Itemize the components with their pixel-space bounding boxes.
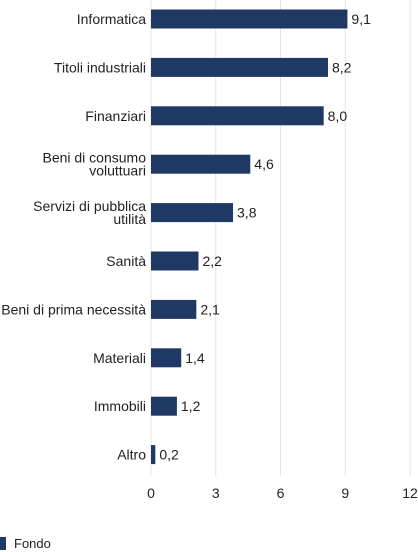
category-label-line: Materiali <box>93 350 146 366</box>
category-label-line: Finanziari <box>85 108 146 124</box>
value-label: 8,0 <box>328 108 348 124</box>
bar <box>151 9 348 29</box>
category-label: Beni di consumo voluttuari <box>42 150 146 179</box>
category-label: Beni di prima necessità <box>1 301 146 317</box>
category-label-line: Immobili <box>94 398 146 414</box>
category-label: Altro <box>117 447 146 463</box>
value-label: 9,1 <box>351 11 371 27</box>
legend-swatch <box>0 537 6 550</box>
bar <box>151 106 324 126</box>
value-label: 2,2 <box>202 253 222 269</box>
category-label-line: voluttuari <box>89 163 146 179</box>
value-labels: 9,1 8,2 8,0 4,6 3,8 2,2 2,1 1,4 1,2 0,2 <box>159 11 371 463</box>
bar <box>151 396 177 416</box>
category-label-line: Informatica <box>77 11 146 27</box>
category-label-line: Beni di consumo <box>42 150 146 166</box>
legend-label: Fondo <box>14 536 51 551</box>
bars <box>151 9 348 465</box>
bar <box>151 57 328 77</box>
category-labels: Informatica Titoli industriali Finanziari B… <box>1 11 146 463</box>
category-label: Titoli industriali <box>54 59 146 75</box>
bar-chart: Informatica Titoli industriali Finanziari B… <box>1 0 418 501</box>
bar <box>151 203 234 223</box>
bar <box>151 299 197 319</box>
category-label: Informatica <box>77 11 146 27</box>
value-label: 3,8 <box>237 205 257 221</box>
category-label: Materiali <box>93 350 146 366</box>
x-tick-label: 9 <box>341 485 349 501</box>
value-label: 2,1 <box>200 301 220 317</box>
bar <box>151 445 156 465</box>
category-label-line: Titoli industriali <box>54 59 146 75</box>
category-label: Sanità <box>106 253 146 269</box>
value-label: 1,4 <box>185 350 205 366</box>
value-label: 1,2 <box>181 398 201 414</box>
category-label: Immobili <box>94 398 146 414</box>
category-label-line: utilità <box>113 211 146 227</box>
value-label: 8,2 <box>332 59 352 75</box>
x-tick-label: 3 <box>212 485 220 501</box>
legend: Fondo <box>0 536 51 551</box>
value-label: 0,2 <box>159 447 179 463</box>
category-label-line: Servizi di pubblica <box>33 198 146 214</box>
category-label: Finanziari <box>85 108 146 124</box>
grid-lines <box>150 0 411 476</box>
category-label-line: Altro <box>117 447 146 463</box>
x-tick-label: 0 <box>147 485 155 501</box>
bar <box>151 251 199 271</box>
value-label: 4,6 <box>254 156 274 172</box>
category-label-line: Sanità <box>106 253 146 269</box>
category-label: Servizi di pubblica utilità <box>33 198 146 227</box>
x-tick-label: 6 <box>277 485 285 501</box>
bar <box>151 154 251 174</box>
category-label-line: Beni di prima necessità <box>1 301 146 317</box>
x-axis-ticks: 0 3 6 9 12 <box>147 485 418 501</box>
bar <box>151 348 182 368</box>
x-tick-label: 12 <box>402 485 418 501</box>
